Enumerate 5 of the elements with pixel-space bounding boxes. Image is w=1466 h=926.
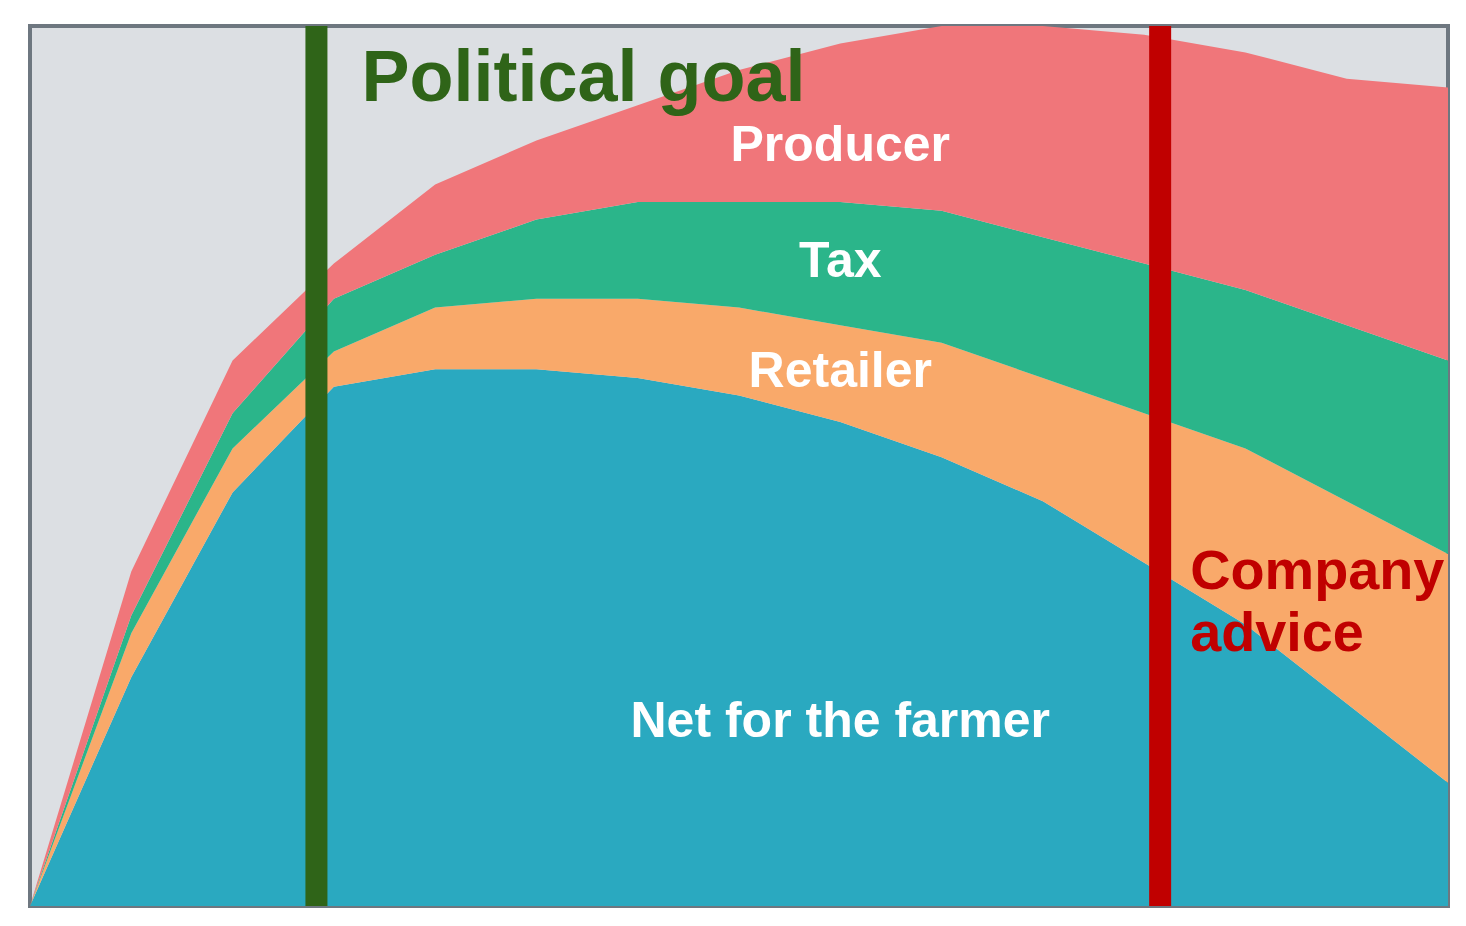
annotation: Political goal (361, 36, 806, 116)
series-label: Producer (730, 116, 951, 172)
series-label: Retailer (748, 341, 932, 398)
series-label: Net for the farmer (630, 692, 1051, 749)
series-label: Tax (799, 231, 882, 288)
